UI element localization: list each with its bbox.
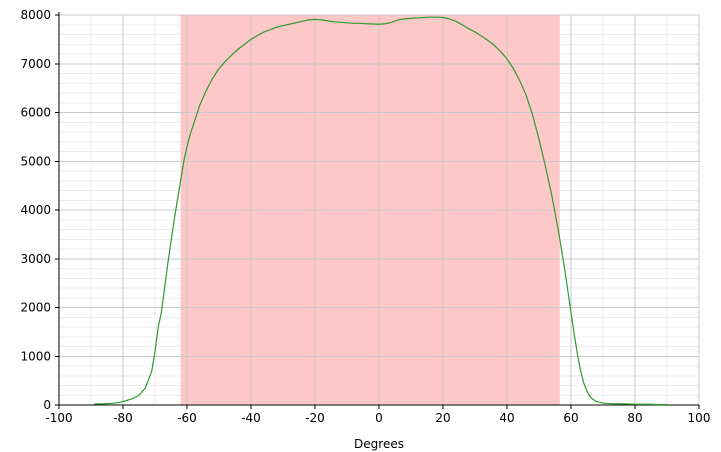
y-tick-label: 3000 (20, 252, 51, 266)
y-tick-label: 5000 (20, 154, 51, 168)
axes (55, 12, 700, 409)
x-tick-label: 100 (688, 411, 711, 425)
y-tick-label: 7000 (20, 57, 51, 71)
y-tick-label: 0 (43, 398, 51, 412)
y-tick-label: 6000 (20, 106, 51, 120)
x-tick-label: -20 (305, 411, 325, 425)
y-tick-labels: 0 1000 2000 3000 4000 5000 6000 7000 8000 (20, 8, 51, 412)
series-group (94, 16, 667, 406)
x-tick-label: -80 (113, 411, 133, 425)
series-line (94, 16, 667, 406)
x-tick-label: -100 (45, 411, 72, 425)
x-tick-label: 80 (627, 411, 642, 425)
x-tick-label: 40 (499, 411, 514, 425)
x-tick-label: -60 (177, 411, 197, 425)
y-tick-label: 1000 (20, 349, 51, 363)
x-tick-label: 60 (563, 411, 578, 425)
x-tick-label: 0 (375, 411, 383, 425)
y-tick-label: 4000 (20, 203, 51, 217)
x-tick-labels: -100 -80 -60 -40 -20 0 20 40 60 80 100 (45, 411, 710, 425)
y-tick-label: 2000 (20, 301, 51, 315)
y-tick-label: 8000 (20, 8, 51, 22)
x-tick-label: 20 (435, 411, 450, 425)
x-axis-title: Degrees (354, 437, 404, 451)
x-tick-label: -40 (241, 411, 261, 425)
